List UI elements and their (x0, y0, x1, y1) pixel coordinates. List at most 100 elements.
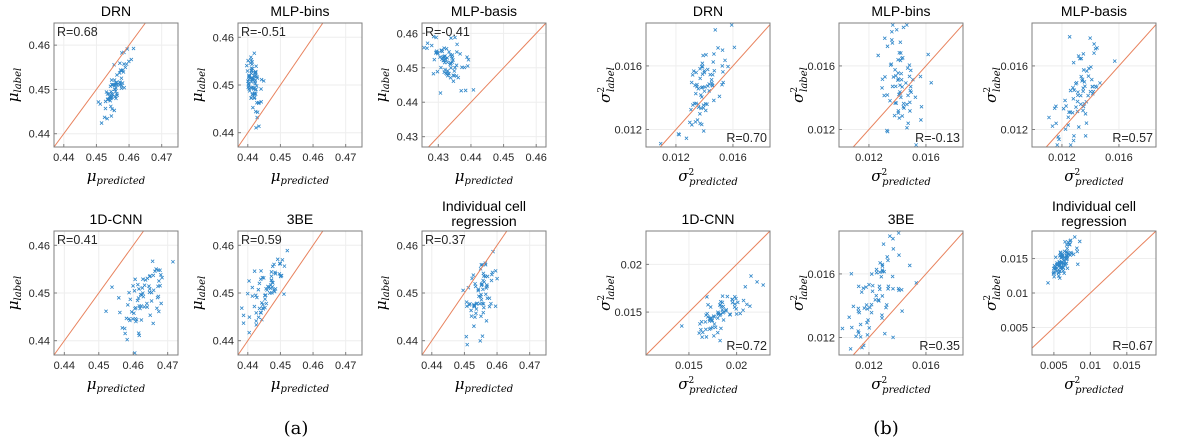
r-value-label: R=0.70 (726, 131, 767, 145)
data-point (1065, 246, 1070, 251)
panel-title: DRN (693, 3, 723, 19)
data-point (720, 82, 724, 87)
data-point (462, 65, 467, 70)
r-value-label: R=-0.41 (425, 25, 470, 39)
data-point (896, 78, 900, 83)
data-point (145, 301, 149, 306)
data-point (1050, 124, 1055, 129)
data-point (679, 324, 684, 328)
data-point (1071, 85, 1075, 90)
data-point (147, 287, 152, 291)
scatter-points (461, 249, 500, 347)
data-point (1078, 93, 1083, 98)
panel-title-line2: regression (1061, 213, 1126, 229)
data-point (903, 81, 908, 85)
data-point (884, 303, 889, 307)
data-point (728, 312, 733, 317)
data-point (870, 283, 875, 288)
data-point (732, 305, 737, 309)
x-tick-label: 0.016 (912, 152, 940, 164)
data-point (127, 290, 131, 295)
data-point (1084, 121, 1089, 125)
panel-title-line2: regression (451, 213, 516, 229)
data-point (257, 306, 262, 311)
data-point (848, 346, 853, 351)
data-point (285, 248, 290, 253)
data-point (723, 58, 727, 63)
data-point (493, 304, 498, 309)
x-axis-label: σ2 predicted (1064, 375, 1124, 396)
y-tick-label: 0.45 (213, 80, 234, 92)
data-point (474, 311, 478, 316)
x-tick-label: 0.005 (1040, 360, 1068, 372)
data-point (476, 287, 481, 292)
data-point (702, 68, 707, 73)
data-point (465, 342, 470, 347)
data-point (713, 27, 718, 32)
y-axis-label: μlabel (372, 276, 392, 310)
data-point (1065, 266, 1070, 271)
data-point (132, 288, 137, 293)
data-point (473, 315, 477, 319)
data-point (709, 77, 714, 82)
data-point (699, 122, 704, 127)
data-point (439, 48, 444, 52)
x-axis-label: σ2 predicted (1064, 167, 1124, 188)
data-point (699, 95, 704, 99)
data-point (252, 51, 257, 56)
data-point (708, 305, 713, 309)
scatter-panel: MLP-basis 0.012 0.016 0.012 0.016 R=0.57 σ2 pre… (982, 3, 1157, 188)
data-point (697, 331, 702, 336)
data-point (882, 93, 887, 98)
data-point (473, 281, 477, 286)
data-point (269, 270, 274, 274)
data-point (114, 80, 118, 85)
y-axis-label: μlabel (372, 68, 392, 102)
data-point (255, 115, 260, 120)
data-point (689, 80, 694, 85)
data-point (1075, 99, 1080, 104)
scatter-panel: 3BE 0.012 0.016 0.012 0.016 R=0.35 σ2 predicted… (789, 211, 964, 396)
data-point (472, 303, 476, 308)
data-point (249, 69, 254, 73)
panel-title: MLP-basis (1061, 3, 1127, 19)
data-point (704, 52, 708, 57)
identity-line (53, 22, 146, 148)
scatter-panel: 1D-CNN 0.015 0.02 0.015 0.02 R=0.72 σ2 predicte… (596, 211, 771, 396)
data-point (761, 283, 766, 287)
data-point (254, 125, 258, 130)
data-point (856, 306, 861, 311)
data-point (712, 322, 717, 326)
data-point (485, 274, 490, 279)
data-point (241, 313, 246, 318)
axes-box (838, 22, 964, 148)
data-point (270, 285, 275, 289)
y-axis-label-exponent: 2 (790, 295, 800, 301)
data-point (1061, 268, 1066, 273)
data-point (1077, 56, 1082, 61)
x-tick-label: 0.47 (335, 152, 356, 164)
y-axis-label-exponent: 2 (597, 87, 607, 93)
data-point (472, 302, 476, 307)
identity-line (428, 22, 547, 148)
y-tick-label: 0.45 (29, 84, 50, 96)
data-point (449, 36, 453, 40)
x-tick-label: 0.015 (1113, 360, 1141, 372)
data-point (136, 296, 141, 300)
data-point (148, 313, 153, 318)
data-point (114, 91, 119, 96)
y-axis-label: σ2label (982, 67, 1003, 103)
data-point (874, 293, 879, 298)
panel-title: Individual cell (442, 198, 526, 214)
scatter-points (244, 51, 266, 130)
data-point (896, 231, 901, 235)
data-point (135, 298, 140, 303)
data-point (896, 109, 901, 113)
panel-title: Individual cell (1052, 198, 1136, 214)
y-axis-label-subscript: label (799, 67, 810, 92)
data-point (272, 262, 276, 267)
data-point (458, 52, 463, 56)
data-point (273, 271, 278, 276)
data-point (479, 297, 484, 302)
